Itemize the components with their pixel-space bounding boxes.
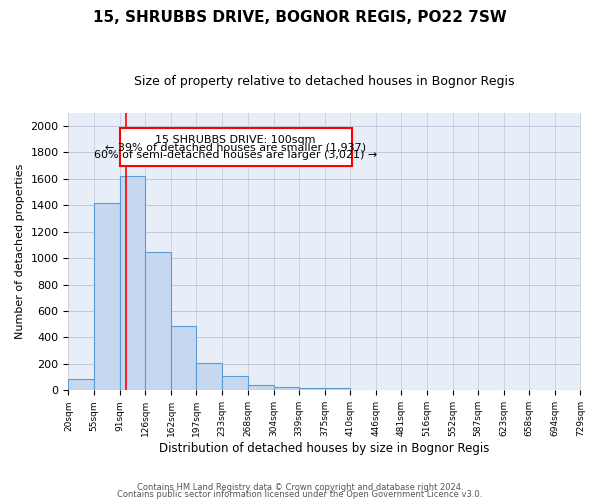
Text: Contains public sector information licensed under the Open Government Licence v3: Contains public sector information licen… (118, 490, 482, 499)
Bar (222, 376, 248, 390)
Bar (299, 388, 325, 390)
Title: Size of property relative to detached houses in Bognor Regis: Size of property relative to detached ho… (134, 75, 515, 88)
Bar (196, 364, 222, 390)
Text: 15 SHRUBBS DRIVE: 100sqm: 15 SHRUBBS DRIVE: 100sqm (155, 134, 316, 144)
FancyBboxPatch shape (119, 128, 352, 166)
X-axis label: Distribution of detached houses by size in Bognor Regis: Distribution of detached houses by size … (159, 442, 490, 455)
Bar (68, 379, 94, 390)
Bar (145, 252, 171, 390)
Text: Contains HM Land Registry data © Crown copyright and database right 2024.: Contains HM Land Registry data © Crown c… (137, 484, 463, 492)
Bar (119, 176, 145, 390)
Bar (171, 326, 196, 390)
Bar (325, 388, 350, 390)
Text: 60% of semi-detached houses are larger (3,021) →: 60% of semi-detached houses are larger (… (94, 150, 377, 160)
Bar (248, 385, 274, 390)
Text: ← 39% of detached houses are smaller (1,937): ← 39% of detached houses are smaller (1,… (105, 142, 366, 152)
Y-axis label: Number of detached properties: Number of detached properties (15, 164, 25, 339)
Bar (274, 386, 299, 390)
Bar (94, 204, 119, 390)
Text: 15, SHRUBBS DRIVE, BOGNOR REGIS, PO22 7SW: 15, SHRUBBS DRIVE, BOGNOR REGIS, PO22 7S… (93, 10, 507, 25)
